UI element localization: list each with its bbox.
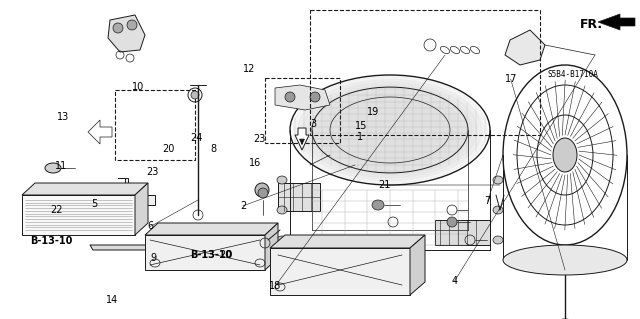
Text: 22: 22 [50,204,63,215]
Polygon shape [145,223,278,235]
Text: 11: 11 [54,161,67,171]
Ellipse shape [258,188,268,198]
Ellipse shape [285,92,295,102]
Polygon shape [293,77,487,183]
Polygon shape [318,90,462,170]
Ellipse shape [127,20,137,30]
Text: 10: 10 [131,82,144,92]
Polygon shape [108,15,145,52]
Text: 2: 2 [240,201,246,211]
Text: 19: 19 [367,107,380,117]
Polygon shape [145,235,265,270]
Text: B-13-10: B-13-10 [30,236,72,246]
Polygon shape [313,88,467,172]
Text: 8: 8 [210,144,216,154]
Text: 16: 16 [248,158,261,168]
Text: 6: 6 [147,221,154,232]
Polygon shape [598,14,635,30]
Text: 24: 24 [190,133,203,143]
Polygon shape [295,128,309,150]
Text: 23: 23 [146,167,159,177]
Text: 14: 14 [106,295,118,305]
Ellipse shape [372,200,384,210]
Polygon shape [270,235,425,248]
Text: FR.: FR. [580,18,603,31]
Ellipse shape [113,23,123,33]
Ellipse shape [277,176,287,184]
Polygon shape [270,248,410,295]
Polygon shape [22,195,135,235]
Ellipse shape [493,236,503,244]
Polygon shape [410,235,425,295]
Polygon shape [135,183,148,235]
Polygon shape [88,120,112,144]
Text: 18: 18 [269,281,282,291]
FancyBboxPatch shape [435,220,490,245]
Ellipse shape [553,138,577,172]
Polygon shape [328,96,452,164]
Polygon shape [298,79,482,181]
Ellipse shape [447,217,457,227]
FancyBboxPatch shape [278,183,320,211]
Text: 17: 17 [504,74,517,84]
Text: 7: 7 [484,196,491,206]
Text: 12: 12 [243,63,256,74]
Ellipse shape [310,92,320,102]
Polygon shape [505,30,545,65]
Ellipse shape [503,245,627,275]
Ellipse shape [191,91,199,99]
Polygon shape [308,85,472,175]
Polygon shape [22,183,148,195]
Ellipse shape [277,236,287,244]
Text: 23: 23 [253,134,266,145]
Ellipse shape [255,183,269,197]
Text: 4: 4 [451,276,458,286]
Text: 21: 21 [378,180,390,190]
Ellipse shape [45,163,61,173]
Polygon shape [265,223,278,270]
Ellipse shape [188,225,198,235]
Polygon shape [275,85,330,110]
Text: B-13-10: B-13-10 [190,250,232,260]
Polygon shape [90,245,158,250]
Polygon shape [303,82,477,178]
Ellipse shape [493,206,503,214]
Text: 5: 5 [92,198,98,209]
Text: S5B4-B1710A: S5B4-B1710A [547,70,598,79]
Text: 3: 3 [310,119,317,130]
Polygon shape [323,93,457,167]
Text: 20: 20 [219,250,232,260]
Text: 9: 9 [150,253,157,263]
Text: 1: 1 [356,132,363,142]
Polygon shape [118,178,155,205]
Text: 20: 20 [162,144,175,154]
Ellipse shape [493,176,503,184]
Text: 15: 15 [355,121,368,131]
Text: 13: 13 [56,112,69,122]
Ellipse shape [277,206,287,214]
